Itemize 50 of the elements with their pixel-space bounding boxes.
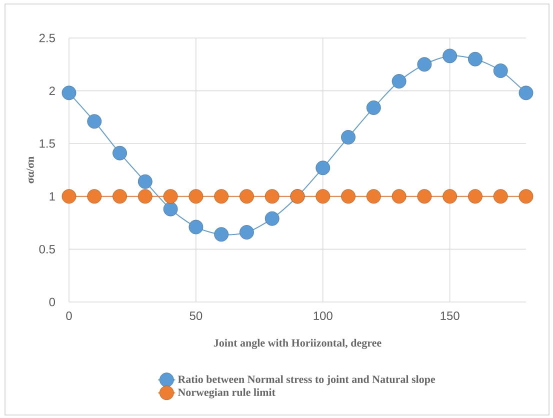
y-tick-label: 2.5 [39,34,55,42]
point [138,189,152,204]
point [188,189,204,204]
x-axis-title: Joint angle with Horiizontal, degree [214,338,382,349]
x-tick-label: 150 [440,312,460,320]
point [264,189,280,204]
point [366,100,381,115]
y-tick-label: 1.5 [40,139,55,148]
point [468,189,482,204]
point [442,48,458,64]
point [62,86,76,100]
point [240,189,254,204]
point [112,146,127,160]
point [316,160,330,176]
point [493,189,508,204]
point [468,52,482,66]
x-tick-label: 0 [66,312,72,320]
x-tick-label: 50 [190,312,202,320]
y-axis-title: σα/σn [26,156,34,184]
point [417,189,432,204]
point [264,211,280,226]
point [366,189,381,204]
point [214,227,229,242]
point [392,74,406,88]
point [442,189,458,204]
y-tick-label: 2 [49,86,55,95]
point [493,64,508,78]
y-tick-label: 0 [49,298,56,306]
point [163,202,178,216]
point [188,220,204,234]
point [341,189,356,204]
point [163,189,178,204]
legend-label: Norwegian rule limit [178,388,276,398]
point [240,225,254,240]
point [341,130,356,144]
point [138,174,152,189]
y-tick-label: 0.5 [39,244,55,254]
point [62,189,76,204]
point [417,57,432,72]
point [518,189,534,204]
point [214,189,229,204]
point [392,189,406,204]
y-tick-label: 1 [50,192,55,201]
point [87,114,102,129]
x-tick-label: 100 [314,312,332,320]
point [518,86,534,100]
point [316,189,330,204]
legend-label: Ratio between Normal stress to joint and Natural slope [178,375,436,386]
point [112,189,127,204]
point [87,189,102,204]
